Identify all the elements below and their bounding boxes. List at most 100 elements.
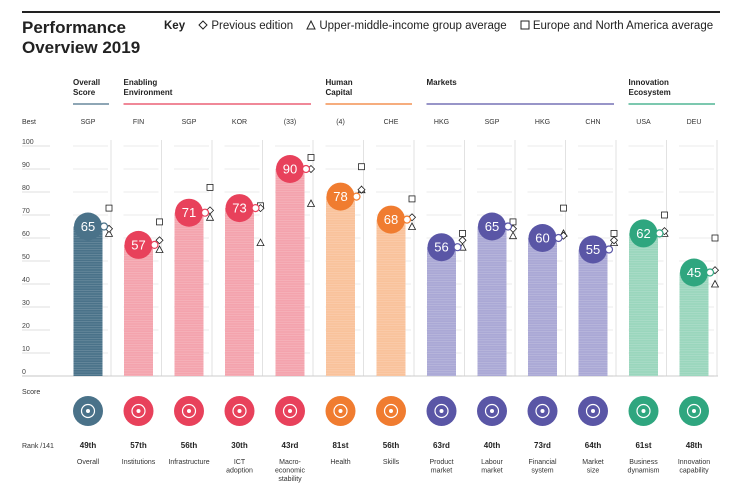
score-value-label: 78 [333,189,347,204]
score-bubble [276,155,304,183]
rank-value: 56th [383,441,400,450]
score-value-label: 57 [131,237,145,252]
icon-glyph [484,403,500,419]
rank-value: 30th [231,441,248,450]
score-ring-marker [301,164,311,174]
pillar-label-line: capability [679,468,709,475]
rank-value: 43rd [282,441,299,450]
rank-value: 57th [130,441,147,450]
score-bubble [427,233,456,262]
best-performer-label: (33) [284,119,296,126]
pillar-label-line: Product [429,459,453,466]
pillar-label-line: market [431,468,452,475]
rank-value: 61st [635,441,651,450]
rank-value: 49th [80,441,97,450]
score-bar [528,238,557,376]
legend-previous-label: Previous edition [211,20,294,32]
icon-glyph-dot [692,409,696,413]
europe-average-marker [459,229,466,237]
icon-glyph-dot [641,409,646,413]
pillar-label-line: dynamism [628,468,660,475]
expand-icon [578,396,608,426]
best-performer-label: HKG [434,119,449,126]
score-ring-marker [200,208,210,217]
score-value-label: 71 [182,205,196,220]
pillar-label-line: Infrastructure [168,459,209,466]
score-value-label: 65 [81,219,95,234]
previous-edition-marker [155,236,164,245]
score-value-label: 62 [636,226,650,241]
icon-glyph [535,403,550,419]
icon-glyph [434,403,449,419]
rank-value: 81st [332,441,348,450]
rank-value: 63rd [433,441,450,450]
pillar-label-line: Overall [77,459,100,466]
lightbulb-icon [679,396,709,426]
icon-glyph [333,403,348,419]
icon-glyph-dot [490,409,494,413]
score-value-label: 45 [687,265,701,280]
pillar-label-line: size [587,468,600,475]
upper-middle-average-marker [710,279,720,288]
best-performer-label: DEU [687,119,702,126]
pillar-label-line: Labour [481,459,503,466]
icon-glyph-dot [338,409,343,413]
upper-middle-average-marker [205,212,215,221]
best-performer-label: CHE [384,119,399,126]
europe-average-marker [610,229,618,237]
europe-average-marker [661,211,668,219]
y-tick-label: 10 [22,346,30,353]
y-tick-label: 0 [22,369,26,376]
previous-edition-marker [609,236,619,245]
score-bubble [74,212,102,241]
icon-glyph-dot [591,409,595,413]
pillar-label-line: Institutions [122,459,156,466]
score-ring-marker [453,243,462,252]
title-line-2: Overview 2019 [22,38,141,57]
icon-glyph [282,403,298,419]
score-bar [275,169,305,376]
pillar-label-line: market [481,468,502,475]
score-value-label: 55 [586,242,600,257]
pillar-label-line: Market [582,459,603,466]
icon-glyph [232,403,247,419]
score-ring-marker [251,204,260,213]
y-tick-label: 70 [22,208,30,215]
rank-value: 73rd [534,441,551,450]
score-value-label: 68 [384,212,398,227]
icon-glyph [80,403,96,419]
best-performer-label: FIN [133,119,144,126]
icon-glyph [383,403,399,419]
y-tick-label: 60 [22,231,30,238]
best-performer-label: HKG [535,119,550,126]
tag-icon [426,396,457,426]
people-icon [477,396,507,426]
y-tick-label: 80 [22,185,30,192]
score-ring-marker [402,215,412,224]
previous-edition-marker [357,185,366,194]
best-performer-label: (4) [336,119,345,126]
score-bar [174,212,204,376]
markers [99,154,720,288]
group-title-line-2: Ecosystem [629,88,671,97]
heart-pulse-icon [325,396,356,426]
card-icon [527,396,558,426]
pillar-label-line: adoption [226,468,253,475]
group-title-line-1: Overall [73,78,100,87]
legend-title: Key [164,20,186,32]
upper-middle-average-marker [508,231,518,240]
group-title-line-2: Capital [326,88,353,97]
score-ring-marker [604,245,614,254]
europe-average-marker [206,183,214,191]
y-tick-label: 100 [22,139,34,146]
square-icon [520,20,530,30]
bars: 65 57 71 73 90 78 68 56 65 60 55 62 45 [73,155,709,377]
percent-icon [275,396,305,426]
score-ring-marker [99,222,109,231]
pillar-icons [73,396,709,426]
score-bubble [579,235,607,264]
europe-average-marker [105,204,113,212]
upper-middle-average-marker [104,229,114,237]
